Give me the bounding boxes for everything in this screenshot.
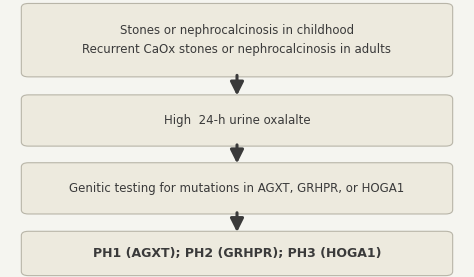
FancyBboxPatch shape bbox=[21, 231, 453, 276]
FancyBboxPatch shape bbox=[21, 95, 453, 146]
Text: PH1 (AGXT); PH2 (GRHPR); PH3 (HOGA1): PH1 (AGXT); PH2 (GRHPR); PH3 (HOGA1) bbox=[93, 247, 381, 260]
FancyBboxPatch shape bbox=[21, 3, 453, 77]
Text: High  24-h urine oxalalte: High 24-h urine oxalalte bbox=[164, 114, 310, 127]
Text: Genitic testing for mutations in AGXT, GRHPR, or HOGA1: Genitic testing for mutations in AGXT, G… bbox=[69, 182, 405, 195]
Text: Stones or nephrocalcinosis in childhood: Stones or nephrocalcinosis in childhood bbox=[120, 24, 354, 37]
Text: Recurrent CaOx stones or nephrocalcinosis in adults: Recurrent CaOx stones or nephrocalcinosi… bbox=[82, 43, 392, 56]
FancyBboxPatch shape bbox=[21, 163, 453, 214]
